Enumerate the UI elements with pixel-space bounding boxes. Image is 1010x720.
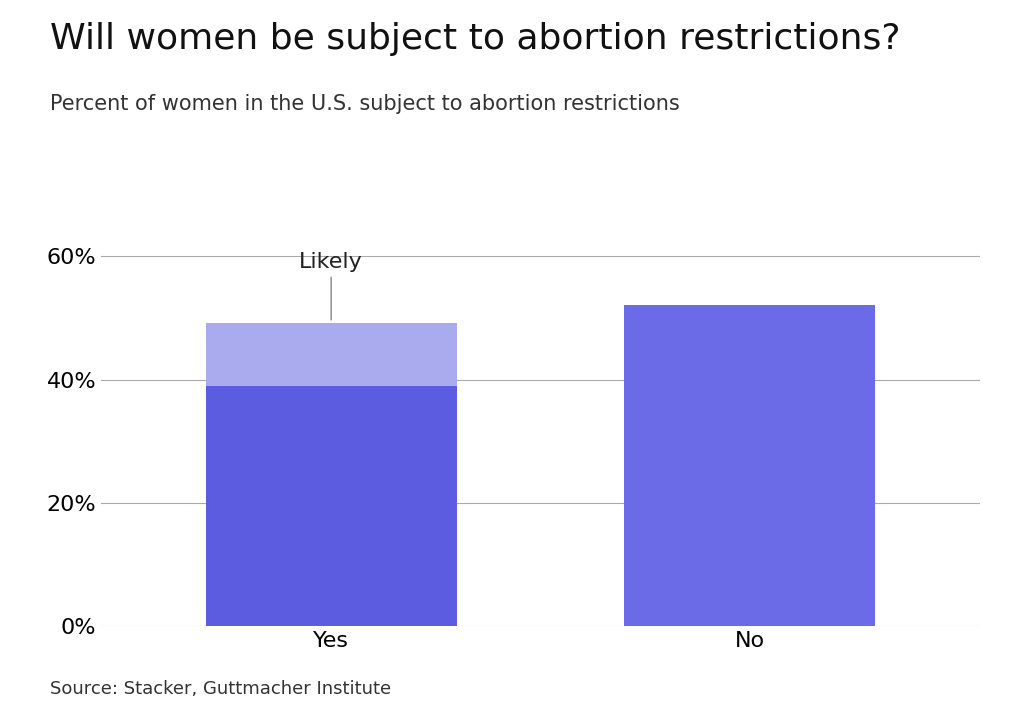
- Text: Will women be subject to abortion restrictions?: Will women be subject to abortion restri…: [50, 22, 901, 55]
- Bar: [206, 386, 457, 626]
- Text: Source: Stacker, Guttmacher Institute: Source: Stacker, Guttmacher Institute: [50, 680, 392, 698]
- Text: Percent of women in the U.S. subject to abortion restrictions: Percent of women in the U.S. subject to …: [50, 94, 681, 114]
- Bar: [624, 305, 875, 626]
- Text: Likely: Likely: [299, 251, 363, 320]
- Bar: [206, 323, 457, 386]
